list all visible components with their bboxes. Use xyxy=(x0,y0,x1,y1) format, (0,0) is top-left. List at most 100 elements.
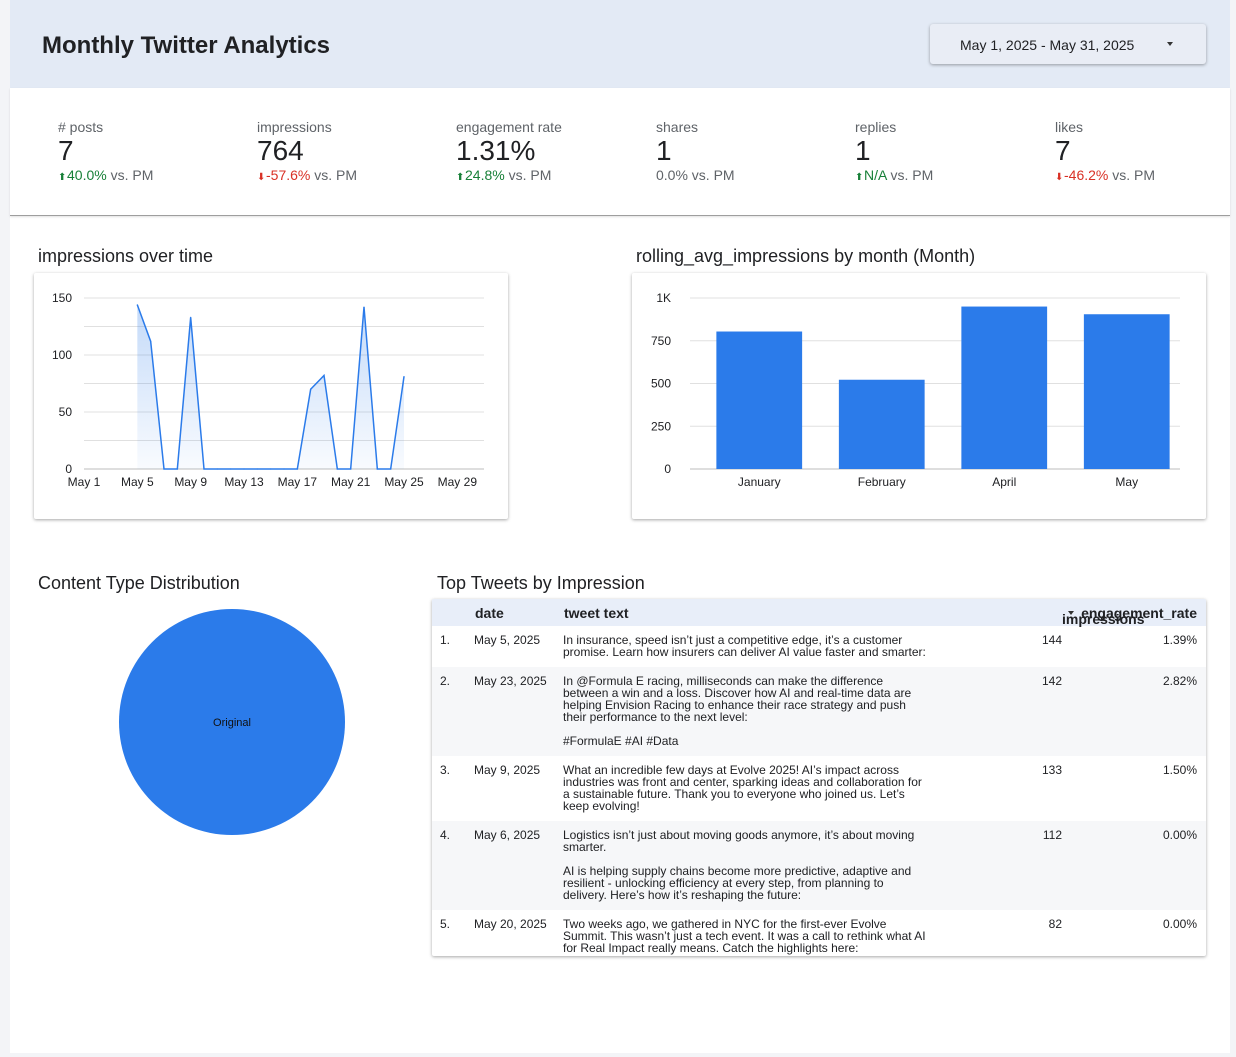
row-number: 3. xyxy=(440,763,451,777)
kpi-replies: replies 1 ⬆N/A vs. PM xyxy=(855,119,1035,183)
data-point xyxy=(243,468,245,470)
cell-date: May 20, 2025 xyxy=(474,917,547,931)
data-point xyxy=(310,388,312,390)
rolling-avg-bar-chart-svg: 0 250 500 750 1K January February April May xyxy=(651,291,1180,489)
bar-february[interactable] xyxy=(838,379,925,469)
data-point xyxy=(390,468,392,470)
col-header-engagement-rate[interactable]: engagement_rate xyxy=(1081,605,1197,621)
kpi-label: replies xyxy=(855,119,897,135)
row-number: 5. xyxy=(440,917,451,931)
kpi-value: 7 xyxy=(58,135,74,166)
x-tick-label: May 9 xyxy=(174,475,207,489)
cell-impressions: 144 xyxy=(1041,633,1062,647)
impressions-area xyxy=(137,304,404,469)
kpi-comparison: ⬇-46.2% vs. PM xyxy=(1055,167,1235,183)
data-point xyxy=(350,468,352,470)
data-point xyxy=(296,468,298,470)
kpi-delta-suffix: vs. PM xyxy=(504,167,552,183)
date-range-label: May 1, 2025 - May 31, 2025 xyxy=(960,37,1135,53)
table-row[interactable]: 4. May 6, 2025 Logistics isn’t just about … xyxy=(432,821,1206,910)
data-point xyxy=(216,468,218,470)
impressions-chart-title: impressions over time xyxy=(38,246,214,266)
kpi-label: impressions xyxy=(257,119,332,135)
cell-tweet-text: Two weeks ago, we gathered in NYC for th… xyxy=(563,917,926,955)
cell-impressions: 112 xyxy=(1042,828,1062,842)
cell-impressions: 82 xyxy=(1048,917,1062,931)
kpi-delta: -57.6% xyxy=(266,167,311,183)
dashboard-page: Monthly Twitter Analytics May 1, 2025 - … xyxy=(10,0,1230,1053)
col-header-date[interactable]: date xyxy=(475,605,504,621)
kpi-label: shares xyxy=(656,119,699,135)
data-point xyxy=(150,340,152,342)
kpi-likes: likes 7 ⬇-46.2% vs. PM xyxy=(1055,119,1235,183)
data-point xyxy=(190,316,192,318)
y-tick-label: 0 xyxy=(65,462,72,476)
kpi-label: # posts xyxy=(58,119,104,135)
arrow-down-icon: ⬇ xyxy=(1055,172,1064,183)
kpi-delta: 24.8% xyxy=(465,167,505,183)
y-tick-label: 0 xyxy=(664,462,671,476)
table-row[interactable]: 1. May 5, 2025 In insurance, speed isn’t j… xyxy=(432,626,1206,667)
cell-tweet-text: Logistics isn’t just about moving goods … xyxy=(563,828,915,902)
data-point xyxy=(256,468,258,470)
x-tick-label: May 29 xyxy=(438,475,478,489)
col-header-impressions-label: impressions xyxy=(1062,611,1145,627)
kpi-label: likes xyxy=(1055,119,1084,135)
kpi-delta-suffix: vs. PM xyxy=(310,167,358,183)
kpi-value: 764 xyxy=(257,135,304,166)
bar-may[interactable] xyxy=(1083,314,1170,469)
cell-impressions: 142 xyxy=(1041,674,1062,688)
date-range-picker[interactable]: May 1, 2025 - May 31, 2025 xyxy=(930,24,1206,64)
kpi-delta-suffix: vs. PM xyxy=(106,167,154,183)
col-header-tweet-text[interactable]: tweet text xyxy=(564,605,629,621)
y-tick-label: 100 xyxy=(52,348,72,362)
top-tweets-table: date tweet text impressions engagement_r… xyxy=(432,599,1206,956)
kpi-scorecards: # posts 7 ⬆40.0% vs. PM impressions 764 … xyxy=(10,88,1230,216)
arrow-up-icon: ⬆ xyxy=(58,172,67,183)
caret-down-icon xyxy=(1068,611,1074,615)
data-point xyxy=(403,376,405,378)
cell-engagement-rate: 2.82% xyxy=(1162,674,1197,688)
cell-impressions: 133 xyxy=(1041,763,1062,777)
kpi-delta-suffix: vs. PM xyxy=(687,167,735,183)
data-point xyxy=(230,468,232,470)
content-type-pie-chart[interactable]: Original xyxy=(92,592,352,852)
kpi-delta: 0.0% xyxy=(656,167,688,183)
arrow-up-icon: ⬆ xyxy=(456,172,465,183)
x-tick-label: April xyxy=(992,475,1016,489)
data-point xyxy=(163,468,165,470)
kpi-comparison: ⬆N/A vs. PM xyxy=(855,167,1035,183)
kpi-delta-suffix: vs. PM xyxy=(1108,167,1156,183)
kpi-comparison: ⬇-57.6% vs. PM xyxy=(257,167,437,183)
data-point xyxy=(136,304,138,306)
kpi-value: 7 xyxy=(1055,135,1071,166)
impressions-line-chart[interactable]: 0 50 100 150 May 1 May 5 May 9 May 13 May 17 May … xyxy=(34,273,508,519)
cell-date: May 5, 2025 xyxy=(474,633,541,647)
table-row[interactable]: 2. May 23, 2025 In @Formula E racing, mill… xyxy=(432,667,1206,756)
cell-engagement-rate: 0.00% xyxy=(1162,828,1197,842)
row-number: 4. xyxy=(440,828,451,842)
rolling-avg-bar-chart[interactable]: 0 250 500 750 1K January February April May xyxy=(632,273,1206,519)
rolling-chart-title: rolling_avg_impressions by month (Month) xyxy=(636,246,976,266)
pie-chart-title: Content Type Distribution xyxy=(38,573,240,593)
cell-tweet-text: What an incredible few days at Evolve 20… xyxy=(563,763,922,813)
bar-april[interactable] xyxy=(961,306,1048,469)
table-row[interactable]: 3. May 9, 2025 What an incredible few days… xyxy=(432,756,1206,821)
pie-slice-original[interactable] xyxy=(119,609,345,835)
kpi-comparison: ⬆40.0% vs. PM xyxy=(58,167,238,183)
y-tick-label: 750 xyxy=(651,334,671,348)
table-row[interactable]: 5. May 20, 2025 Two weeks ago, we gathered… xyxy=(432,910,1206,956)
x-tick-label: May 21 xyxy=(331,475,371,489)
arrow-up-icon: ⬆ xyxy=(855,172,864,183)
x-tick-label: May 17 xyxy=(278,475,318,489)
caret-down-icon xyxy=(1167,42,1173,46)
bar-january[interactable] xyxy=(716,331,803,469)
kpi-posts: # posts 7 ⬆40.0% vs. PM xyxy=(58,119,238,183)
data-point xyxy=(283,468,285,470)
data-point xyxy=(336,468,338,470)
x-tick-label: May 25 xyxy=(384,475,424,489)
cell-engagement-rate: 1.39% xyxy=(1162,633,1197,647)
x-tick-label: May 5 xyxy=(121,475,154,489)
x-tick-label: May 13 xyxy=(224,475,264,489)
row-number: 1. xyxy=(440,633,451,647)
